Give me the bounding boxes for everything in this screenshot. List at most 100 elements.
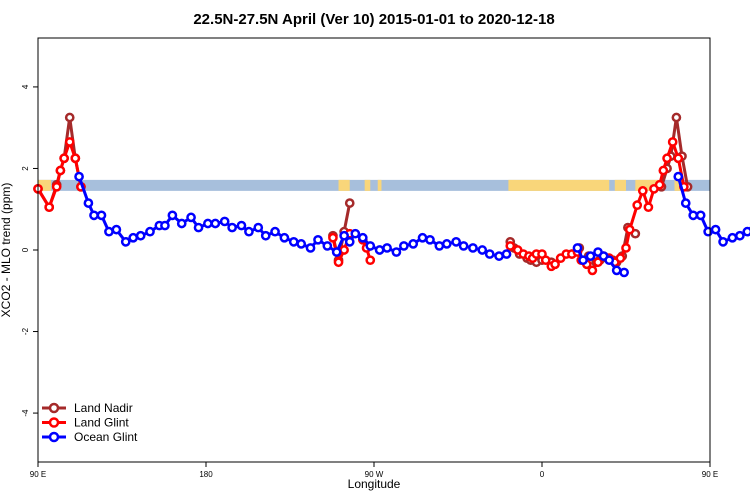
data-point-2-0-46 — [451, 236, 461, 247]
data-point-2-0-41 — [408, 239, 419, 249]
data-point-2-0-17 — [210, 218, 221, 229]
data-point-2-0-12 — [167, 210, 178, 221]
strip-land-0 — [38, 179, 52, 191]
y-tick-label-3: 2 — [21, 166, 30, 171]
data-point-2-2-2 — [688, 210, 699, 221]
data-point-2-0-21 — [244, 226, 254, 237]
strip-land-2 — [364, 179, 371, 191]
chart-title: 22.5N-27.5N April (Ver 10) 2015-01-01 to… — [193, 11, 554, 28]
data-point-1-3-26 — [643, 202, 654, 213]
data-point-2-2-3 — [695, 210, 706, 221]
data-point-1-3-30 — [662, 153, 672, 164]
data-point-1-3-24 — [632, 200, 643, 211]
data-point-1-0-4 — [59, 153, 69, 164]
x-tick-label-2: 90 W — [365, 470, 384, 479]
data-point-1-0-1 — [44, 202, 55, 213]
data-point-2-0-23 — [260, 230, 271, 241]
data-point-2-2-5 — [710, 224, 721, 235]
surface-strip — [38, 179, 710, 191]
x-axis-ticks: 90 E 180 90 W 0 90 E — [30, 462, 718, 479]
series-layer — [33, 112, 750, 278]
data-point-1-3-7 — [540, 255, 551, 266]
data-point-2-0-52 — [501, 249, 512, 259]
y-tick-label-0: -4 — [21, 409, 30, 417]
y-tick-label-4: 4 — [21, 84, 30, 89]
x-tick-label-4: 90 E — [702, 470, 718, 479]
strip-land-5 — [614, 179, 626, 191]
data-point-2-0-28 — [305, 243, 316, 253]
data-point-2-2-8 — [735, 230, 745, 241]
data-point-2-0-47 — [458, 241, 469, 251]
data-point-2-0-3 — [96, 210, 107, 221]
data-point-2-2-4 — [703, 226, 713, 237]
data-point-1-0-5 — [64, 137, 75, 147]
plot-frame — [37, 37, 711, 463]
data-point-2-2-1 — [680, 198, 691, 208]
data-point-1-0-6 — [70, 153, 81, 164]
data-point-2-2-9 — [742, 226, 750, 237]
strip-land-3 — [377, 179, 382, 191]
data-point-2-0-40 — [399, 241, 409, 251]
data-point-2-0-7 — [128, 232, 139, 243]
data-point-2-0-22 — [253, 222, 264, 233]
data-point-0-7-3 — [671, 112, 682, 123]
data-point-2-1-6 — [611, 265, 622, 276]
data-point-2-0-33 — [344, 236, 355, 247]
data-point-2-2-7 — [727, 232, 738, 243]
legend-label-2: Ocean Glint — [74, 430, 138, 444]
data-point-2-0-25 — [279, 232, 290, 243]
data-point-0-1-3 — [344, 198, 355, 208]
data-point-2-2-6 — [718, 236, 728, 247]
x-axis-label: Longitude — [348, 477, 401, 491]
y-axis-ticks: -4 -2 0 2 4 — [21, 84, 38, 417]
data-point-2-0-43 — [425, 234, 435, 245]
data-point-1-3-23 — [624, 224, 635, 235]
strip-land-6 — [635, 179, 662, 191]
data-point-2-0-38 — [382, 243, 392, 253]
data-point-2-1-2 — [585, 251, 596, 261]
data-point-1-3-32 — [673, 153, 684, 164]
data-point-2-0-2 — [89, 210, 99, 221]
data-point-1-0-2 — [51, 181, 62, 192]
data-point-1-0-3 — [55, 165, 66, 176]
data-point-2-0-45 — [441, 239, 452, 249]
legend-marker-1 — [48, 417, 60, 428]
data-point-1-3-29 — [658, 165, 669, 176]
data-point-1-2-2 — [365, 255, 376, 266]
strip-land-4 — [508, 179, 610, 191]
strip-land-7 — [674, 179, 682, 191]
data-point-1-3-9 — [550, 259, 560, 270]
data-point-2-1-5 — [604, 255, 615, 266]
data-point-2-0-34 — [350, 228, 361, 239]
data-point-1-3-0 — [505, 241, 516, 251]
data-point-2-1-1 — [578, 255, 588, 266]
x-tick-label-1: 180 — [199, 470, 213, 479]
data-point-2-0-39 — [391, 247, 402, 257]
data-point-2-0-36 — [365, 241, 376, 251]
data-point-2-0-4 — [104, 226, 114, 237]
x-tick-label-0: 90 E — [30, 470, 46, 479]
y-axis-label: XCO2 - MLO trend (ppm) — [0, 183, 13, 318]
data-point-2-0-26 — [288, 236, 299, 247]
y-tick-label-1: -2 — [21, 327, 30, 335]
data-point-1-1-1 — [333, 257, 344, 268]
data-point-1-1-2 — [339, 245, 349, 255]
data-point-2-0-30 — [322, 241, 333, 251]
data-point-2-0-1 — [83, 198, 94, 208]
strip-ocean — [38, 179, 710, 191]
data-point-2-0-44 — [434, 241, 445, 251]
data-point-2-0-27 — [296, 239, 307, 249]
legend-marker-2 — [48, 431, 60, 443]
data-point-2-0-42 — [417, 232, 428, 243]
data-point-2-1-0 — [572, 243, 583, 253]
data-point-2-0-6 — [120, 236, 131, 247]
data-point-2-0-51 — [494, 251, 504, 261]
data-point-2-0-32 — [339, 230, 349, 241]
data-point-2-0-24 — [270, 226, 280, 237]
data-point-2-0-9 — [145, 226, 155, 237]
legend-label-1: Land Glint — [74, 416, 129, 430]
data-point-2-0-15 — [193, 222, 204, 233]
data-point-2-0-14 — [186, 212, 196, 223]
data-point-2-0-48 — [468, 243, 478, 253]
